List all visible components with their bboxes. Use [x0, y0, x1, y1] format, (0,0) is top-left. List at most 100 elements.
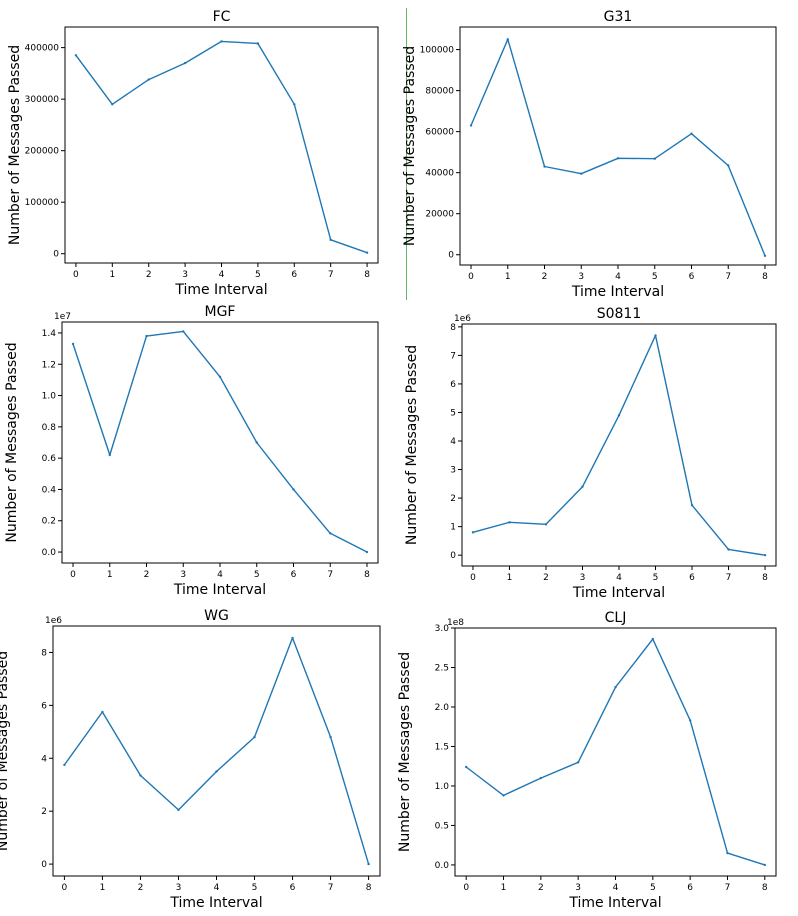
y-tick-label: 40000 — [425, 169, 454, 179]
data-point — [543, 165, 546, 168]
chart-mgf: MGF 0 1 2 3 4 5 6 7 8 0.0 0.2 0.4 0.6 0.8 1.0 1.2 1.4 1e7 T… — [4, 304, 379, 598]
x-tick-label: 2 — [542, 272, 548, 282]
data-point — [139, 774, 142, 777]
y-tick-label: 0.0 — [435, 861, 450, 871]
y-tick-label: 5 — [450, 408, 456, 418]
chart-title: CLJ — [605, 610, 627, 626]
chart-g31: G31 0 1 2 3 4 5 6 7 8 0 20000 40000 60000 80000 100000 T… — [402, 9, 777, 300]
data-point — [469, 124, 473, 127]
y-tick-label: 80000 — [425, 87, 454, 97]
data-point — [464, 765, 468, 769]
data-point — [145, 334, 148, 338]
data-point — [63, 763, 66, 767]
chart-title: G31 — [604, 9, 633, 25]
x-axis-label: Time Interval — [169, 895, 262, 911]
x-tick-label: 0 — [468, 272, 474, 282]
x-tick-label: 4 — [219, 270, 225, 280]
y-tick-label: 0.5 — [435, 821, 449, 831]
y-tick-label: 1.4 — [42, 329, 57, 339]
y-tick-label: 100000 — [420, 46, 455, 56]
x-tick-label: 7 — [328, 270, 334, 280]
x-tick-label: 8 — [762, 272, 768, 282]
x-tick-label: 0 — [62, 883, 68, 893]
x-tick-label: 0 — [463, 883, 469, 893]
x-tick-label: 6 — [689, 573, 695, 583]
x-tick-label: 4 — [217, 570, 223, 580]
x-tick-label: 3 — [176, 883, 182, 893]
y-axis-label: Number of Messages Passed — [397, 652, 413, 852]
data-point — [255, 441, 258, 444]
x-tick-label: 0 — [73, 270, 79, 280]
series-line — [470, 38, 766, 257]
x-tick-label: 5 — [252, 883, 258, 893]
y-tick-label: 0 — [448, 251, 454, 261]
plot-frame — [454, 627, 777, 877]
x-tick-label: 1 — [501, 883, 507, 893]
axis-offset-label: 1e6 — [454, 314, 471, 324]
series-line — [472, 334, 766, 556]
x-axis-label: Time Interval — [174, 282, 267, 298]
data-point — [690, 132, 693, 135]
x-tick-label: 7 — [725, 272, 731, 282]
x-tick-label: 6 — [687, 883, 693, 893]
y-axis-label: Number of Messages Passed — [4, 342, 20, 542]
y-tick-label: 2 — [450, 494, 456, 504]
data-point — [177, 808, 180, 812]
y-tick-label: 1 — [450, 523, 456, 533]
x-tick-label: 6 — [291, 570, 297, 580]
x-tick-label: 6 — [689, 272, 695, 282]
data-point — [651, 637, 655, 641]
plot-frame — [461, 323, 777, 567]
x-tick-label: 5 — [255, 270, 261, 280]
x-tick-label: 1 — [107, 570, 113, 580]
y-tick-label: 0.0 — [42, 548, 57, 558]
series-line — [63, 637, 370, 865]
data-point — [653, 157, 656, 160]
x-tick-label: 8 — [762, 573, 768, 583]
x-tick-label: 1 — [109, 270, 115, 280]
x-tick-label: 3 — [575, 883, 581, 893]
y-tick-label: 300000 — [25, 95, 60, 105]
y-tick-label: 0 — [53, 250, 59, 260]
x-tick-label: 7 — [726, 573, 732, 583]
x-tick-label: 0 — [70, 570, 76, 580]
y-tick-label: 0.6 — [42, 454, 57, 464]
y-tick-label: 4 — [450, 437, 456, 447]
chart-title: WG — [204, 608, 229, 624]
axis-offset-label: 1e8 — [447, 618, 464, 628]
x-tick-label: 2 — [138, 883, 144, 893]
x-tick-label: 4 — [616, 573, 622, 583]
data-point — [367, 862, 370, 866]
y-tick-label: 100000 — [25, 198, 60, 208]
data-point — [108, 453, 111, 457]
series-line — [75, 40, 368, 254]
y-tick-label: 1.0 — [42, 392, 57, 402]
data-point — [471, 531, 475, 534]
data-point — [71, 342, 75, 346]
data-point — [654, 334, 657, 337]
x-tick-label: 4 — [615, 272, 621, 282]
plot-frame — [459, 26, 777, 266]
data-point — [147, 78, 150, 81]
chart-fc: FC 0 1 2 3 4 5 6 7 8 0 100000 200000 300000 400000 Time… — [7, 9, 379, 298]
chart-wg: WG 0 1 2 3 4 5 6 7 8 0 2 4 6 8 1e6 Time Interval Number o… — [0, 608, 381, 911]
y-tick-label: 8 — [41, 648, 47, 658]
data-point — [74, 54, 78, 57]
data-point — [293, 103, 296, 106]
x-axis-label: Time Interval — [568, 895, 661, 911]
data-point — [727, 548, 730, 551]
data-point — [539, 776, 543, 780]
plot-frame — [52, 625, 381, 877]
x-tick-label: 3 — [578, 272, 584, 282]
data-point — [329, 735, 332, 739]
data-point — [614, 686, 617, 689]
series-line — [72, 330, 368, 553]
y-axis-label: Number of Messages Passed — [404, 345, 420, 545]
y-axis-label: Number of Messages Passed — [0, 651, 11, 851]
y-tick-label: 8 — [450, 323, 456, 333]
data-point — [616, 157, 620, 160]
data-point — [218, 375, 222, 378]
plot-frame — [61, 321, 379, 564]
y-tick-label: 7 — [450, 351, 456, 361]
y-tick-label: 1.5 — [435, 742, 449, 752]
